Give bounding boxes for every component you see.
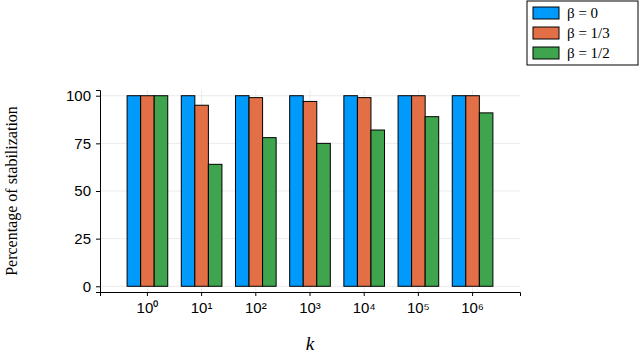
- axis-line: [96, 91, 101, 293]
- tick-mark: [472, 292, 473, 296]
- legend-box: [527, 1, 638, 65]
- y-axis: 0 25 50 75 100: [66, 87, 101, 295]
- tick-label: 50: [74, 182, 91, 199]
- tick: 100: [66, 87, 100, 104]
- tick-mark: [96, 239, 100, 240]
- tick: 10⁰: [137, 292, 159, 316]
- tick-label: 10⁶: [461, 299, 484, 316]
- bar: [344, 96, 358, 287]
- x-axis: 10⁰ 10¹ 10² 10³ 10⁴ 10⁵ 10⁶: [101, 292, 521, 316]
- bar: [263, 138, 277, 287]
- tick: 50: [74, 182, 100, 199]
- bar: [208, 164, 222, 286]
- tick-label: 10⁰: [137, 299, 159, 316]
- chart: 0 25 50 75 100 10⁰ 10¹ 10² 10³ 10⁴ 10⁵ 10⁶ k Percenta…: [0, 0, 640, 353]
- tick: 10²: [245, 292, 267, 316]
- bar: [466, 96, 480, 287]
- bar: [425, 117, 439, 287]
- bar: [317, 143, 331, 286]
- tick: 0: [83, 278, 100, 295]
- tick-mark: [255, 292, 256, 296]
- bar: [357, 98, 371, 287]
- tick-label: 10²: [245, 299, 267, 316]
- legend-swatch: [533, 27, 559, 39]
- bar: [290, 96, 304, 287]
- bar: [195, 105, 209, 286]
- tick-mark: [96, 191, 100, 192]
- x-axis-title: k: [306, 333, 315, 353]
- tick-label: 10⁴: [353, 299, 376, 316]
- axis-line: [101, 293, 521, 297]
- bar: [479, 113, 493, 286]
- tick: 10³: [299, 292, 321, 316]
- tick: 10¹: [191, 292, 213, 316]
- bar: [127, 96, 141, 287]
- bar: [235, 96, 249, 287]
- tick-label: 25: [74, 230, 91, 247]
- bar: [371, 130, 385, 286]
- legend-swatch: [533, 47, 559, 59]
- y-axis-title: Percentage of stabilization: [3, 106, 21, 276]
- tick: 25: [74, 230, 100, 247]
- bar: [452, 96, 466, 287]
- legend-label: β = 0: [567, 5, 598, 21]
- tick-mark: [418, 292, 419, 296]
- bars: [127, 96, 493, 287]
- tick-label: 10⁵: [407, 299, 430, 316]
- bar: [141, 96, 155, 287]
- bar: [154, 96, 168, 287]
- legend-label: β = 1/2: [567, 45, 610, 61]
- bar: [412, 96, 426, 287]
- bar: [249, 98, 263, 287]
- tick-mark: [96, 286, 100, 287]
- tick: 10⁵: [407, 292, 430, 316]
- bar: [303, 101, 317, 286]
- tick-label: 0: [83, 278, 91, 295]
- tick-label: 10¹: [191, 299, 213, 316]
- tick-label: 10³: [299, 299, 321, 316]
- tick-mark: [310, 292, 311, 296]
- tick: 10⁴: [353, 292, 376, 316]
- tick-mark: [147, 292, 148, 296]
- legend: β = 0 β = 1/3 β = 1/2: [527, 1, 638, 65]
- grid: [100, 90, 520, 292]
- tick-label: 100: [66, 87, 91, 104]
- tick-mark: [96, 96, 100, 97]
- legend-swatch: [533, 7, 559, 19]
- bar: [181, 96, 195, 287]
- tick: 75: [74, 135, 100, 152]
- tick-mark: [364, 292, 365, 296]
- legend-label: β = 1/3: [567, 25, 610, 41]
- bar: [398, 96, 412, 287]
- tick-label: 75: [74, 135, 91, 152]
- tick-mark: [201, 292, 202, 296]
- tick: 10⁶: [461, 292, 484, 316]
- tick-mark: [96, 143, 100, 144]
